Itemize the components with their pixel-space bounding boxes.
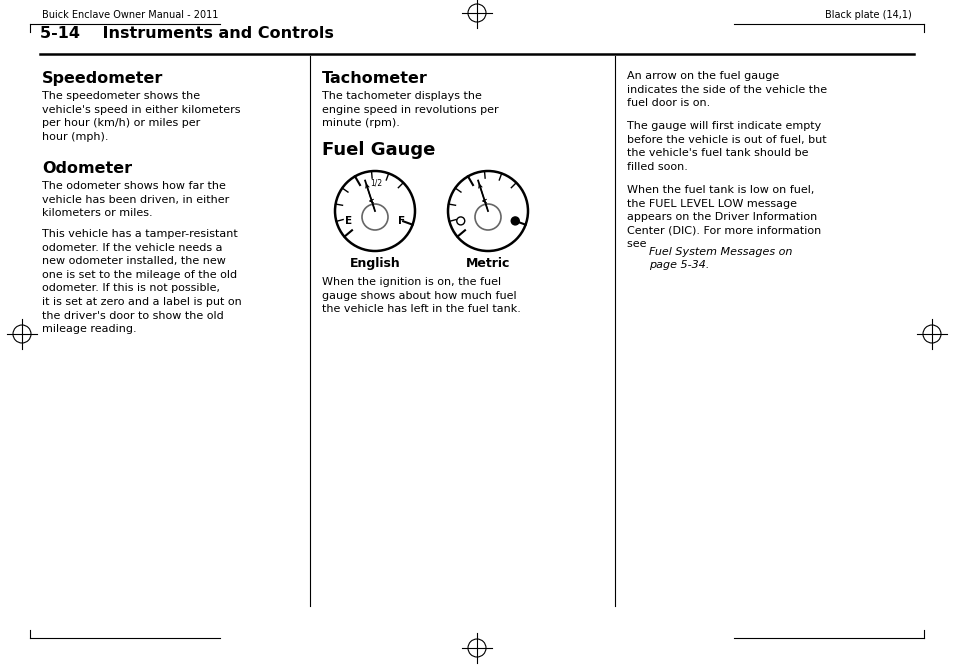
Circle shape [511, 217, 518, 225]
Text: When the ignition is on, the fuel
gauge shows about how much fuel
the vehicle ha: When the ignition is on, the fuel gauge … [322, 277, 520, 314]
Text: When the fuel tank is low on fuel,
the FUEL LEVEL LOW message
appears on the Dri: When the fuel tank is low on fuel, the F… [626, 185, 821, 249]
Text: Fuel Gauge: Fuel Gauge [322, 141, 435, 159]
Text: 5-14    Instruments and Controls: 5-14 Instruments and Controls [40, 26, 334, 41]
Text: Black plate (14,1): Black plate (14,1) [824, 10, 911, 20]
Text: 1/2: 1/2 [370, 178, 381, 188]
Text: The gauge will first indicate empty
before the vehicle is out of fuel, but
the v: The gauge will first indicate empty befo… [626, 121, 825, 172]
Text: E: E [345, 216, 352, 226]
Text: English: English [349, 257, 400, 270]
Text: Buick Enclave Owner Manual - 2011: Buick Enclave Owner Manual - 2011 [42, 10, 218, 20]
Text: This vehicle has a tamper-resistant
odometer. If the vehicle needs a
new odomete: This vehicle has a tamper-resistant odom… [42, 229, 241, 334]
Text: Metric: Metric [465, 257, 510, 270]
Text: The speedometer shows the
vehicle's speed in either kilometers
per hour (km/h) o: The speedometer shows the vehicle's spee… [42, 91, 240, 142]
Text: F: F [397, 216, 404, 226]
Text: Odometer: Odometer [42, 161, 132, 176]
Text: The tachometer displays the
engine speed in revolutions per
minute (rpm).: The tachometer displays the engine speed… [322, 91, 498, 128]
Text: Tachometer: Tachometer [322, 71, 428, 86]
Text: The odometer shows how far the
vehicle has been driven, in either
kilometers or : The odometer shows how far the vehicle h… [42, 181, 229, 218]
Text: Speedometer: Speedometer [42, 71, 163, 86]
Text: Fuel System Messages on
page 5-34.: Fuel System Messages on page 5-34. [648, 246, 792, 271]
Text: An arrow on the fuel gauge
indicates the side of the vehicle the
fuel door is on: An arrow on the fuel gauge indicates the… [626, 71, 826, 108]
